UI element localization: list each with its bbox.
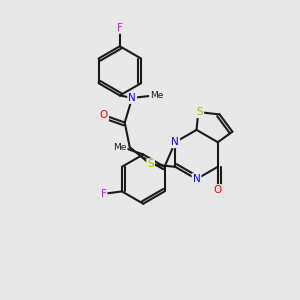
Text: N: N [128, 93, 136, 103]
Text: N: N [193, 174, 200, 184]
Text: O: O [100, 110, 108, 120]
Text: O: O [214, 185, 222, 195]
Text: Me: Me [113, 142, 127, 152]
Text: S: S [196, 107, 203, 117]
Text: S: S [147, 159, 154, 169]
Text: N: N [171, 137, 179, 147]
Text: F: F [117, 23, 123, 33]
Text: F: F [100, 189, 106, 199]
Text: Me: Me [150, 91, 164, 100]
